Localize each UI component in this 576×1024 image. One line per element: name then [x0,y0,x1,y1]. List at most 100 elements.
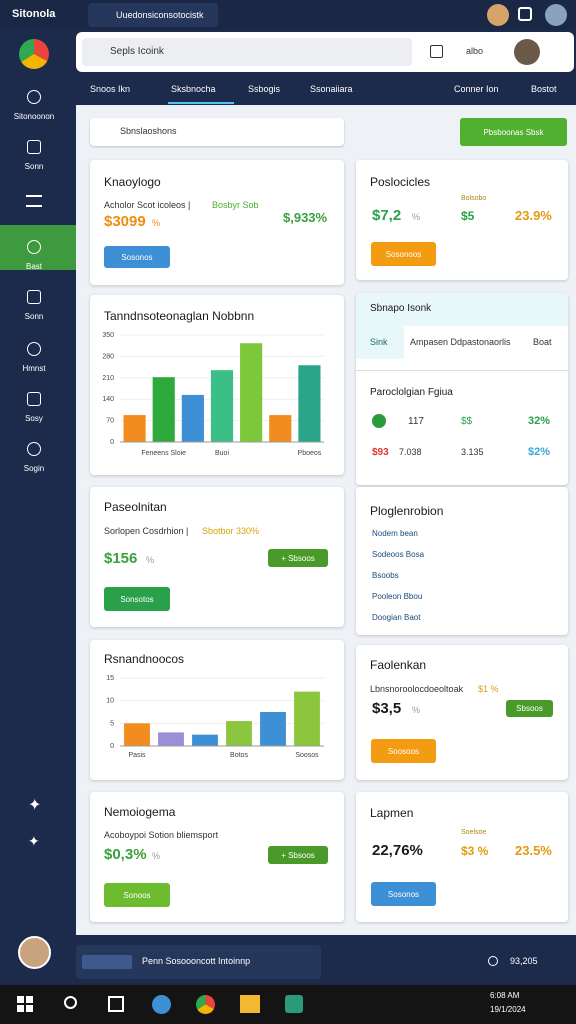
app-icon[interactable] [240,995,260,1013]
label: Soelsoe [461,829,487,836]
tab[interactable]: Ssbogis [248,84,281,94]
x-tick-label: Botos [230,752,248,759]
icon[interactable]: ✦ [28,833,40,849]
icon[interactable] [488,956,498,966]
nav-icon [27,342,41,356]
card-title: Ploglenrobion [370,504,444,518]
tab[interactable]: Ampasen Ddpastonaorlis [410,337,511,347]
app-icon[interactable] [285,995,303,1013]
divider [356,370,568,371]
nav-label[interactable]: Sogin [23,464,45,473]
card: Poslocicles Bolsobo $7,2 % $5 23.9% Soso… [356,160,568,280]
side-value: $,933% [283,210,328,225]
chat-box[interactable]: Penn Sosoooncott Intoinnp [76,945,321,979]
nav-label[interactable]: Bast [25,262,42,271]
card-title: Lapmen [370,806,414,820]
tab[interactable]: Snoos Ikn [90,84,131,94]
tab[interactable]: Sink [370,337,388,347]
icon[interactable] [430,45,443,58]
tab[interactable]: Boat [533,337,552,347]
tab[interactable]: Ssonaiiara [310,84,353,94]
button[interactable]: Soosoos [371,739,436,763]
y-tick-label: 280 [102,353,114,360]
chart: 0 5 10 15 Pasis Botos Soosos [106,675,324,759]
highlight: Bosbyr Sob [212,200,259,210]
avatar[interactable] [487,4,509,26]
card-title: Paseolnitan [104,500,167,514]
app-icon[interactable] [152,995,171,1014]
button[interactable]: Sosonos [104,246,170,268]
time: 6:08 AM [490,991,520,1000]
nav-label[interactable]: Sonn [24,312,44,321]
sidebar: Sitonoonon Sonn Bast Sonn Hmnst Sosy Sogin ✦ ✦ [0,30,76,935]
nav-label[interactable]: Sonn [24,162,44,171]
button[interactable]: Sonsotos [104,587,170,611]
cell: 7.038 [399,447,422,457]
top-bar: Sitonola Uuedonsiconsotocistk [0,0,576,30]
nav-label[interactable]: Sitonoonon [13,112,55,121]
nav-icon [26,195,42,207]
tag[interactable]: + Sbsoos [268,549,328,567]
x-tick-label: Pasis [128,752,146,759]
nav-icon [27,392,41,406]
avatar[interactable] [545,4,567,26]
button[interactable]: Sonoos [104,883,170,907]
button[interactable]: Sosonoos [371,242,436,266]
card-title: Rsnandnoocos [104,652,185,666]
list-item: Pooleon Bbou [372,592,423,601]
cell: 32% [528,415,551,427]
tag[interactable]: + Sbsoos [268,846,328,864]
card: Lapmen Soelsoe 22,76% $3 % 23.5% Sosonos [356,792,568,922]
y-tick-label: 15 [106,675,114,682]
nav-icon [27,442,41,456]
list-item: Doogian Baot [372,613,421,622]
app-icon[interactable] [108,996,124,1012]
nav-icon [27,90,41,104]
browser-tab[interactable]: Uuedonsiconsotocistk [88,3,218,27]
x-tick-label: Buoi [215,450,229,457]
tag[interactable]: Sbsoos [506,700,553,717]
card: Sbnapo Isonk Sink Ampasen Ddpastonaorlis… [356,293,568,485]
search-field[interactable]: Sepls Icoink [82,38,412,66]
tab[interactable]: Bostot [531,84,557,94]
card: Faolenkan Lbnsnoroolocdoeoltoak $1 % $3,… [356,645,568,780]
header-label: albo [466,46,484,56]
list-item: Nodem bean [372,529,418,538]
icon[interactable]: ✦ [28,797,42,814]
cell: $2% [528,446,551,458]
app-name: Sitonola [12,8,56,20]
unit: % [412,212,421,222]
icon[interactable] [518,7,532,21]
value: $3099 [104,213,146,230]
unit: % [152,851,161,861]
tab[interactable]: Sksbnocha [171,84,216,94]
list-item: Sodeoos Bosa [372,550,425,559]
content-search[interactable]: Sbnslaoshons [90,118,344,146]
taskbar: 6:08 AM 19/1/2024 [0,985,576,1024]
card: Tanndnsoteonaglan Nobbnn 0 70 140 210 280 350… [90,295,344,475]
card: Ploglenrobion Nodem bean Sodeoos Bosa Bsoo… [356,487,568,635]
tab[interactable]: Conner Ion [454,84,499,94]
card: Nemoiogema Acoboypoi Sotion bliemsport $… [90,792,344,922]
label: Bolsobo [461,195,487,202]
highlight: Sbotbor 330% [202,526,260,536]
y-tick-label: 10 [106,698,114,705]
avatar[interactable] [18,936,51,969]
list-item: Bsoobs [372,571,399,580]
card-subtitle: Acoboypoi Sotion bliemsport [104,830,219,840]
card-title: Poslocicles [370,175,431,189]
nav-label[interactable]: Sosy [25,414,43,423]
date: 19/1/2024 [490,1005,526,1014]
x-tick-label: Soosos [295,752,319,759]
unit: % [412,705,421,715]
avatar[interactable] [514,39,540,65]
nav-label[interactable]: Hmnst [22,364,46,373]
action-button[interactable]: Pbsboonas Sbsk [460,118,567,146]
value: $3 % [461,844,489,858]
app-icon[interactable] [196,995,215,1014]
start[interactable] [17,996,33,1012]
y-tick-label: 0 [110,743,114,750]
search-icon[interactable] [64,996,77,1009]
button[interactable]: Sosonos [371,882,436,906]
card: Knaoylogo Acholor Scot icoleos | Bosbyr … [90,160,344,285]
